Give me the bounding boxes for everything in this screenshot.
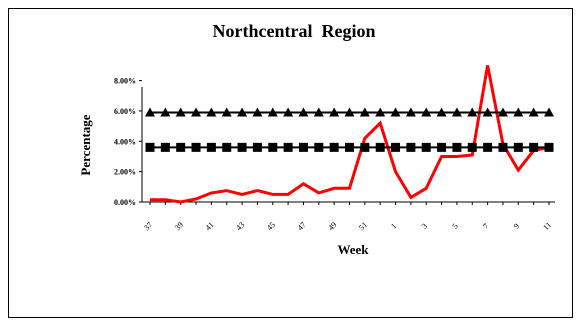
- triangle-marker: [467, 107, 478, 117]
- square-marker: [191, 142, 201, 152]
- square-marker: [176, 142, 186, 152]
- triangle-marker: [267, 107, 278, 117]
- triangle-marker: [544, 107, 554, 117]
- triangle-marker: [497, 107, 508, 117]
- square-marker: [498, 142, 508, 152]
- square-marker: [375, 142, 385, 152]
- square-marker: [206, 142, 216, 152]
- square-marker: [268, 142, 278, 152]
- x-tick-label: 11: [541, 220, 553, 232]
- series-layer: [145, 65, 554, 204]
- square-marker: [421, 142, 431, 152]
- square-marker: [529, 142, 539, 152]
- x-tick-label: 1: [389, 222, 398, 231]
- square-marker: [437, 142, 447, 152]
- axes: [139, 80, 555, 205]
- square-marker: [298, 142, 308, 152]
- x-tick-label: 45: [265, 220, 277, 232]
- triangle-marker: [160, 107, 171, 117]
- triangle-marker: [206, 107, 217, 117]
- y-tick-label: 2.00%: [114, 168, 136, 177]
- triangle-marker: [175, 107, 186, 117]
- square-marker: [252, 142, 262, 152]
- square-marker: [314, 142, 324, 152]
- square-marker: [513, 142, 523, 152]
- y-tick-label: 4.00%: [114, 137, 136, 146]
- triangle-marker: [482, 107, 493, 117]
- square-marker: [237, 142, 247, 152]
- square-marker: [222, 142, 232, 152]
- tick-labels: 0.00%2.00%4.00%6.00%8.00%37 39 41 43 45 47 49 5…: [114, 77, 553, 233]
- triangle-marker: [237, 107, 248, 117]
- x-tick-label: 47: [296, 220, 308, 232]
- triangle-marker: [221, 107, 232, 117]
- y-tick-label: 8.00%: [114, 77, 136, 86]
- triangle-marker: [421, 107, 432, 117]
- triangle-marker: [298, 107, 309, 117]
- square-marker: [329, 142, 339, 152]
- triangle-marker: [329, 107, 340, 117]
- x-tick-label: 39: [173, 220, 185, 232]
- square-marker: [483, 142, 493, 152]
- x-tick-label: 51: [357, 220, 369, 232]
- square-marker: [467, 142, 477, 152]
- triangle-marker: [359, 107, 370, 117]
- triangle-marker: [436, 107, 447, 117]
- triangle-marker: [252, 107, 263, 117]
- triangle-marker: [145, 107, 155, 117]
- series-0-line: [150, 65, 550, 204]
- triangle-marker: [313, 107, 324, 117]
- x-tick-label: 43: [234, 220, 246, 232]
- triangle-marker: [390, 107, 401, 117]
- square-marker: [391, 142, 401, 152]
- chart-frame: [8, 8, 573, 318]
- x-tick-label: 3: [420, 222, 429, 231]
- square-marker: [145, 142, 155, 152]
- square-marker: [345, 142, 354, 152]
- triangle-marker: [375, 107, 386, 117]
- x-tick-label: 49: [326, 220, 338, 232]
- x-tick-label: 5: [451, 222, 460, 231]
- chart-title: Northcentral Region: [213, 21, 376, 41]
- triangle-marker: [405, 107, 416, 117]
- triangle-marker: [451, 107, 462, 117]
- x-tick-label: 9: [512, 222, 521, 231]
- square-marker: [160, 142, 170, 152]
- triangle-marker: [191, 107, 202, 117]
- square-marker: [452, 142, 462, 152]
- triangle-marker: [283, 107, 294, 117]
- triangle-marker: [513, 107, 524, 117]
- x-tick-label: 37: [142, 220, 154, 232]
- x-tick-label: 41: [204, 220, 216, 232]
- square-marker: [544, 142, 554, 152]
- triangle-marker: [528, 107, 539, 117]
- y-axis-label: Percentage: [78, 114, 93, 175]
- x-tick-label: 7: [481, 222, 490, 231]
- y-tick-label: 6.00%: [114, 107, 136, 116]
- x-axis-label: Week: [337, 242, 369, 257]
- y-tick-label: 0.00%: [114, 198, 136, 207]
- triangle-marker: [344, 107, 355, 117]
- square-marker: [406, 142, 416, 152]
- square-marker: [283, 142, 293, 152]
- square-marker: [360, 142, 370, 152]
